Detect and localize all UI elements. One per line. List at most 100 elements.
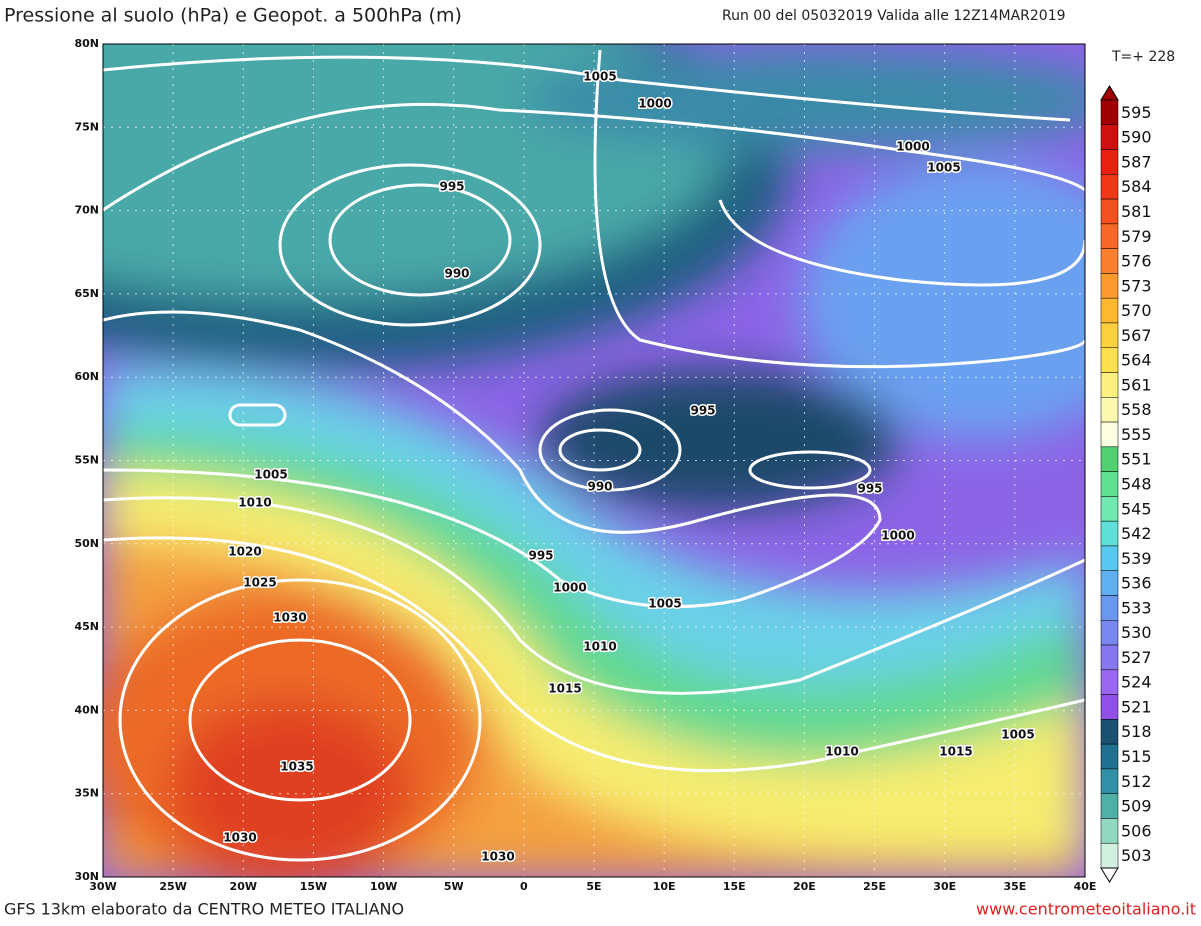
legend-label: 551 (1121, 450, 1152, 469)
lat-label: 70N (74, 204, 99, 217)
legend-swatch (1100, 520, 1119, 547)
lat-label: 35N (74, 787, 99, 800)
isobar-label: 995 (439, 180, 464, 194)
legend-label: 524 (1121, 673, 1152, 692)
lat-label: 75N (74, 120, 99, 133)
isobar-label: 1000 (553, 581, 586, 595)
legend-label: 573 (1121, 276, 1152, 295)
legend-swatch (1100, 595, 1119, 621)
legend-swatch (1100, 397, 1119, 423)
isobar-label: 1010 (825, 745, 858, 759)
lon-label: 15E (723, 880, 746, 893)
lat-label: 55N (74, 454, 99, 467)
isobar-label: 995 (528, 549, 553, 563)
lon-label: 25E (863, 880, 886, 893)
isobar-label: 1030 (273, 611, 306, 625)
legend-label: 509 (1121, 797, 1152, 816)
legend-label: 570 (1121, 301, 1152, 320)
legend-swatch (1100, 149, 1119, 175)
legend-swatch (1100, 297, 1119, 324)
legend-swatch (1100, 818, 1119, 844)
lon-label: 35E (1003, 880, 1026, 893)
legend-label: 539 (1121, 549, 1152, 568)
legend-swatch (1100, 471, 1119, 497)
legend-arrow-bottom (1100, 867, 1119, 883)
legend-label: 567 (1121, 326, 1152, 345)
lon-label: 20E (793, 880, 816, 893)
legend-swatch (1100, 198, 1119, 225)
lon-label: 0 (520, 880, 528, 893)
lon-label: 10E (653, 880, 676, 893)
lat-label: 60N (74, 370, 99, 383)
isobar-label: 1000 (638, 97, 671, 111)
isobar-label: 995 (857, 482, 882, 496)
lat-label: 45N (74, 620, 99, 633)
isobar-label: 1010 (583, 640, 616, 654)
legend-label: 536 (1121, 574, 1152, 593)
legend-swatch (1100, 496, 1119, 522)
legend-arrow-top (1100, 85, 1119, 101)
lon-label: 25W (159, 880, 186, 893)
legend-label: 527 (1121, 648, 1152, 667)
lat-label: 80N (74, 37, 99, 50)
legend-swatch (1100, 545, 1119, 571)
isobar-label: 990 (587, 480, 612, 494)
legend-swatch (1100, 793, 1119, 819)
legend-swatch (1100, 669, 1119, 695)
legend-label: 579 (1121, 227, 1152, 246)
legend-swatch (1100, 694, 1119, 720)
legend-swatch (1100, 644, 1119, 671)
footer-site: www.centrometeoitaliano.it (976, 900, 1196, 919)
isobar-label: 1005 (1001, 728, 1034, 742)
lon-label: 15W (300, 880, 327, 893)
lon-label: 5E (586, 880, 601, 893)
isobar-label: 1005 (648, 597, 681, 611)
lat-label: 40N (74, 703, 99, 716)
lon-label: 10W (370, 880, 397, 893)
legend-label: 564 (1121, 351, 1152, 370)
legend-swatch (1100, 322, 1119, 348)
lon-label: 40E (1074, 880, 1097, 893)
legend-swatch (1100, 223, 1119, 249)
legend-swatch (1100, 421, 1119, 448)
legend-swatch (1100, 620, 1119, 646)
legend-swatch (1100, 99, 1119, 126)
legend-swatch (1100, 842, 1119, 869)
isobar-label: 1000 (896, 140, 929, 154)
legend-label: 515 (1121, 747, 1152, 766)
map-area: 1005 1000 1000 1005 995 990 995 990 1005 1010 1020… (103, 44, 1085, 877)
isobar-label: 1030 (481, 850, 514, 864)
lat-label: 30N (74, 870, 99, 883)
legend-label: 576 (1121, 252, 1152, 271)
legend-swatch (1100, 743, 1119, 770)
legend-label: 581 (1121, 202, 1152, 221)
legend-label: 587 (1121, 152, 1152, 171)
legend-swatch (1100, 570, 1119, 596)
forecast-step: T=+ 228 (1111, 49, 1175, 65)
legend-swatch (1100, 719, 1119, 745)
legend-label: 545 (1121, 499, 1152, 518)
isobar-label: 1000 (881, 529, 914, 543)
isobar-label: 1010 (238, 496, 271, 510)
run-info: Run 00 del 05032019 Valida alle 12Z14MAR… (722, 8, 1066, 24)
isobar-label: 1020 (228, 545, 261, 559)
legend-swatch (1100, 273, 1119, 299)
lon-label: 5W (444, 880, 464, 893)
legend-label: 533 (1121, 598, 1152, 617)
legend-label: 530 (1121, 623, 1152, 642)
legend-label: 584 (1121, 177, 1152, 196)
isobar-label: 1005 (254, 468, 287, 482)
lat-label: 50N (74, 537, 99, 550)
footer-model: GFS 13km elaborato da CENTRO METEO ITALI… (4, 900, 404, 919)
lat-label: 65N (74, 287, 99, 300)
isobar-label: 1030 (223, 831, 256, 845)
legend-label: 518 (1121, 722, 1152, 741)
legend-swatch (1100, 446, 1119, 472)
legend-label: 548 (1121, 475, 1152, 494)
isobar-label: 995 (690, 404, 715, 418)
legend-swatch (1100, 124, 1119, 150)
lon-label: 30W (89, 880, 116, 893)
legend-label: 512 (1121, 772, 1152, 791)
lon-label: 20W (230, 880, 257, 893)
